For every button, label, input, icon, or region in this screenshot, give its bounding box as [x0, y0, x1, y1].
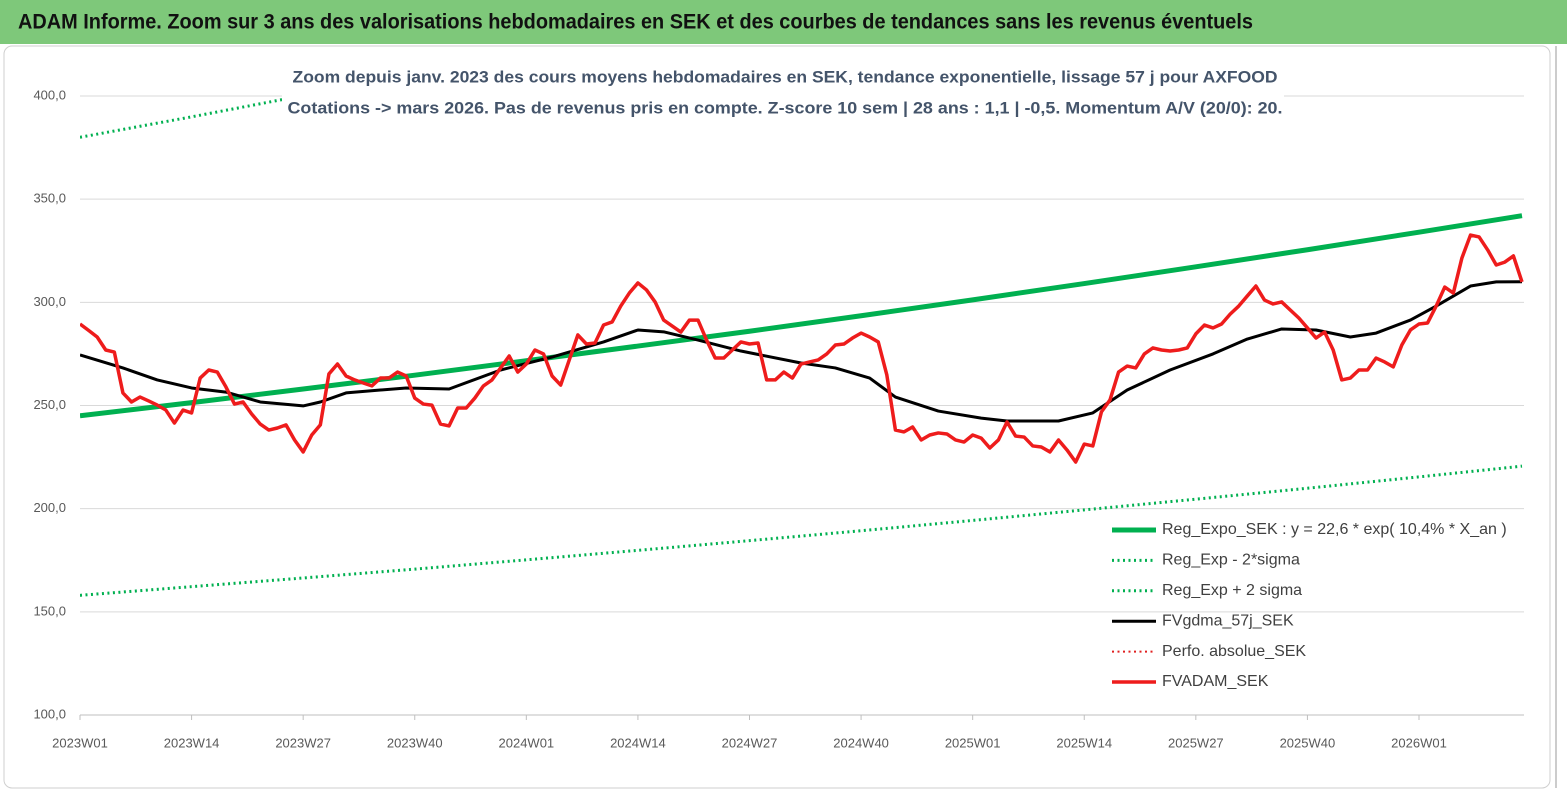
chart-title: ADAM Informe. Zoom sur 3 ans des valoris…	[18, 11, 1253, 34]
x-tick-label: 2023W40	[387, 735, 443, 750]
title-bar	[0, 0, 1567, 44]
y-tick-label: 350,0	[33, 191, 66, 206]
subtitle: Zoom depuis janv. 2023 des cours moyens …	[293, 67, 1278, 86]
legend-label: Reg_Exp - 2*sigma	[1162, 552, 1300, 569]
x-tick-label: 2023W01	[52, 735, 108, 750]
x-tick-label: 2025W01	[945, 735, 1001, 750]
x-tick-label: 2024W27	[722, 735, 778, 750]
y-tick-label: 100,0	[33, 706, 66, 721]
legend-label: Reg_Exp + 2 sigma	[1162, 582, 1302, 599]
x-tick-label: 2023W27	[275, 735, 331, 750]
chart-frame	[3, 45, 1551, 789]
y-tick-label: 200,0	[33, 500, 66, 515]
x-tick-label: 2024W01	[499, 735, 555, 750]
legend-label: FVADAM_SEK	[1162, 673, 1269, 690]
legend-label: Reg_Expo_SEK : y = 22,6 * exp( 10,4% * X…	[1162, 521, 1507, 538]
subtitle: Cotations -> mars 2026. Pas de revenus p…	[288, 98, 1283, 117]
subtitle-box	[282, 62, 1284, 126]
y-tick-label: 300,0	[33, 294, 66, 309]
plot-area: 100,0 150,0 200,0 250,0 300,0 350,0 400,0 2023W…	[33, 87, 1524, 750]
x-tick-label: 2023W14	[164, 735, 220, 750]
x-tick-label: 2026W01	[1391, 735, 1447, 750]
x-tick-label: 2025W14	[1056, 735, 1112, 750]
x-tick-label: 2025W40	[1280, 735, 1336, 750]
series-line	[80, 464, 1523, 597]
series-line	[80, 233, 1524, 464]
y-tick-label: 250,0	[33, 397, 66, 412]
legend-label: FVgdma_57j_SEK	[1162, 612, 1294, 629]
x-tick-label: 2025W27	[1168, 735, 1224, 750]
legend-label: Perfo. absolue_SEK	[1162, 643, 1306, 660]
series-group	[80, 96, 1524, 597]
x-tick-label: 2024W40	[833, 735, 889, 750]
x-tick-label: 2024W14	[610, 735, 666, 750]
y-tick-label: 150,0	[33, 603, 66, 618]
y-tick-label: 400,0	[33, 87, 66, 102]
series-line	[80, 213, 1523, 419]
series-line	[80, 280, 1523, 423]
legend: Reg_Expo_SEK : y = 22,6 * exp( 10,4% * X…	[1112, 521, 1507, 690]
